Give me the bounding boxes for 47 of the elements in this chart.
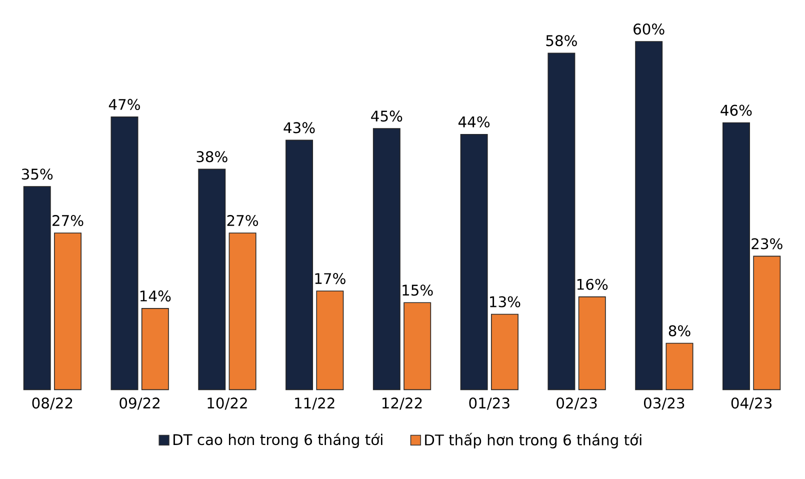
data-label: 16% (577, 278, 608, 290)
x-tick-label: 01/23 (469, 398, 510, 410)
data-label: 43% (284, 122, 315, 134)
x-tick-label: 09/22 (120, 398, 160, 410)
legend-label: DT cao hơn trong 6 tháng tới (173, 433, 382, 448)
bar (548, 52, 576, 390)
data-label: 15% (402, 284, 433, 296)
data-label: 47% (108, 98, 140, 110)
bar (666, 342, 694, 390)
data-label: 58% (546, 35, 577, 46)
bar (404, 302, 432, 390)
legend-label: DT thấp hơn trong 6 tháng tới (425, 432, 642, 448)
bar (286, 140, 314, 390)
bar (460, 134, 488, 390)
bar (228, 232, 256, 390)
bar (54, 232, 82, 390)
bar (110, 116, 138, 390)
data-label: 45% (371, 110, 402, 122)
data-label: 23% (752, 238, 782, 250)
bar (490, 314, 518, 390)
data-label: 27% (227, 214, 258, 226)
bar (316, 290, 344, 390)
bar (722, 122, 750, 390)
x-tick-label: 08/22 (32, 398, 72, 410)
data-label: 35% (22, 168, 53, 180)
x-tick-label: 12/22 (382, 398, 422, 410)
data-label: 8% (668, 325, 690, 336)
bar (635, 41, 663, 390)
x-tick-label: 02/23 (556, 398, 597, 410)
data-label: 60% (634, 24, 664, 35)
data-label: 27% (52, 214, 84, 226)
data-label: 38% (196, 151, 228, 162)
bar (198, 168, 226, 390)
x-tick-label: 11/22 (295, 398, 334, 410)
bar (578, 296, 606, 390)
bar (372, 128, 400, 390)
bar (141, 308, 169, 390)
data-label: 14% (140, 290, 171, 302)
data-label: 46% (720, 104, 752, 116)
x-tick-label: 03/23 (644, 398, 684, 410)
bar (23, 186, 51, 390)
data-label: 13% (490, 296, 520, 308)
data-label: 17% (315, 273, 346, 284)
bar (753, 256, 781, 390)
x-tick-label: 10/22 (208, 398, 247, 410)
x-tick-label: 04/23 (731, 398, 772, 410)
data-label: 44% (458, 116, 490, 128)
